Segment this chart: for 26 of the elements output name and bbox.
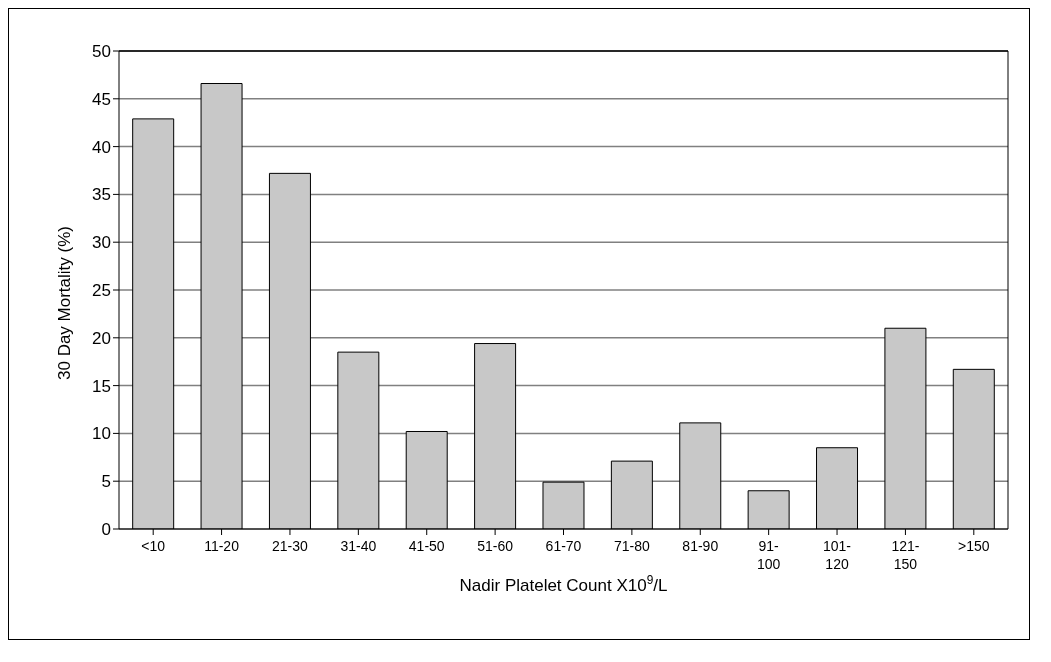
y-tick-label: 50 [92, 42, 111, 62]
x-tick-label: 51-60 [477, 538, 514, 554]
x-tick-label: >150 [958, 538, 990, 554]
y-tick-label: 25 [92, 281, 111, 301]
x-axis-title: Nadir Platelet Count X10$^{9}$/L [459, 573, 668, 595]
x-tick-label: 31-40 [340, 538, 377, 554]
x-tick-label: 121-150 [891, 538, 920, 572]
x-tick-label: 91-100 [756, 538, 781, 572]
y-tick-label: 35 [92, 185, 111, 205]
y-tick-label: 45 [92, 89, 111, 109]
y-tick-label: 40 [92, 137, 111, 157]
y-tick-label: 10 [92, 424, 111, 444]
x-tick-label: 81-90 [682, 538, 719, 554]
x-tick-label: <10 [141, 538, 166, 554]
x-tick-label: 41-50 [408, 538, 445, 554]
y-tick-label: 5 [101, 472, 111, 492]
y-axis-title: 30 Day Mortality (%) [55, 226, 75, 380]
y-tick-label: 0 [101, 520, 111, 540]
x-tick-label: 101-120 [823, 538, 852, 572]
x-tick-label: 11-20 [204, 538, 240, 554]
y-tick-label: 30 [92, 233, 111, 253]
x-tick-label: 21-30 [272, 538, 309, 554]
x-tick-label: 61-70 [545, 538, 582, 554]
y-tick-label: 20 [92, 328, 111, 348]
x-tick-label: 71-80 [613, 538, 650, 554]
y-tick-label: 15 [92, 376, 111, 396]
